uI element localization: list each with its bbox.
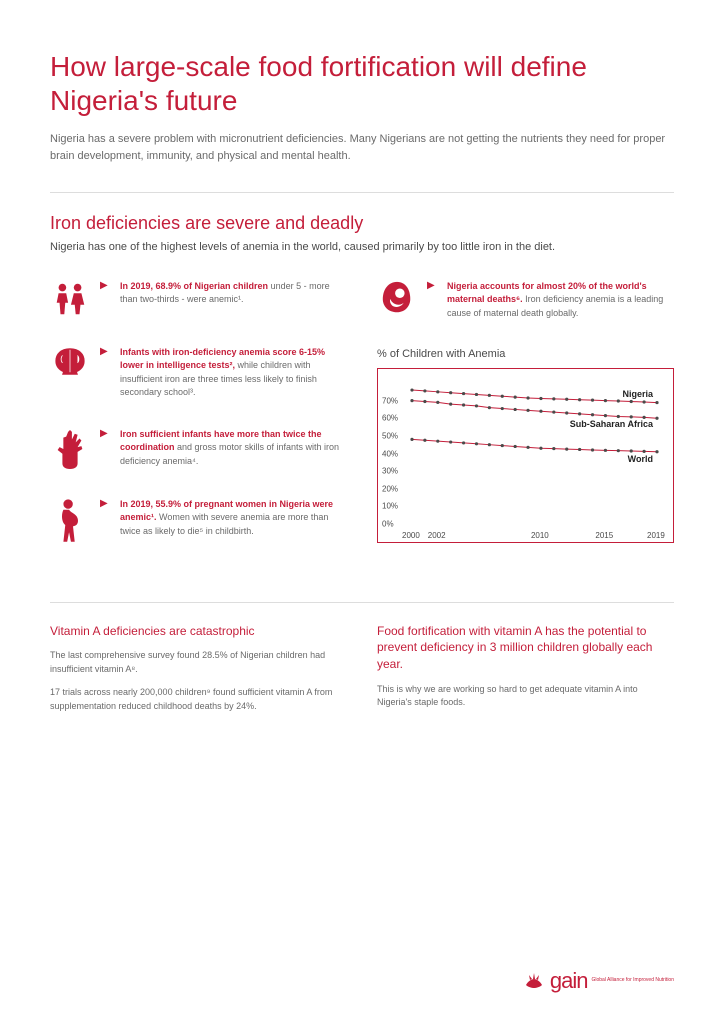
- children-icon: [50, 280, 90, 318]
- logo-icon: [522, 969, 546, 993]
- arrow-icon: ▶: [427, 280, 437, 321]
- logo-subtitle: Global Alliance for Improved Nutrition: [591, 978, 674, 984]
- section-subtitle: Nigeria has one of the highest levels of…: [50, 240, 674, 255]
- vitamin-a-p2: 17 trials across nearly 200,000 children…: [50, 686, 347, 713]
- fact-text: Nigeria accounts for almost 20% of the w…: [447, 280, 674, 321]
- divider: [50, 192, 674, 193]
- series-label: Sub-Saharan Africa: [570, 419, 653, 429]
- fact-maternal: ▶ Nigeria accounts for almost 20% of the…: [377, 280, 674, 321]
- anemia-chart: 70%60%50%40%30%20%10%0%20002002201020152…: [377, 368, 674, 543]
- arrow-icon: ▶: [100, 498, 110, 544]
- fact-intelligence: ▶ Infants with iron-deficiency anemia sc…: [50, 346, 347, 400]
- arrow-icon: ▶: [100, 428, 110, 470]
- brain-icon: [50, 346, 90, 400]
- bottom-right: Food fortification with vitamin A has th…: [377, 623, 674, 724]
- series-label: World: [628, 454, 653, 464]
- fact-pregnant: ▶ In 2019, 55.9% of pregnant women in Ni…: [50, 498, 347, 544]
- fact-coordination: ▶ Iron sufficient infants have more than…: [50, 428, 347, 470]
- logo-text: gain: [550, 968, 588, 994]
- section-title: Iron deficiencies are severe and deadly: [50, 213, 674, 234]
- fact-text: In 2019, 55.9% of pregnant women in Nige…: [120, 498, 347, 544]
- arrow-icon: ▶: [100, 280, 110, 318]
- bottom-left: Vitamin A deficiencies are catastrophic …: [50, 623, 347, 724]
- facts-columns: ▶ In 2019, 68.9% of Nigerian children un…: [50, 280, 674, 572]
- right-column: ▶ Nigeria accounts for almost 20% of the…: [377, 280, 674, 572]
- fact-text: Infants with iron-deficiency anemia scor…: [120, 346, 347, 400]
- fortification-title: Food fortification with vitamin A has th…: [377, 623, 674, 673]
- fetus-icon: [377, 280, 417, 321]
- hand-icon: [50, 428, 90, 470]
- fact-text: In 2019, 68.9% of Nigerian children unde…: [120, 280, 347, 318]
- page-title: How large-scale food fortification will …: [50, 50, 674, 117]
- vitamin-a-title: Vitamin A deficiencies are catastrophic: [50, 623, 347, 640]
- fact-children: ▶ In 2019, 68.9% of Nigerian children un…: [50, 280, 347, 318]
- gain-logo: gain Global Alliance for Improved Nutrit…: [522, 968, 674, 994]
- chart-title: % of Children with Anemia: [377, 348, 674, 360]
- series-label: Nigeria: [622, 389, 653, 399]
- left-column: ▶ In 2019, 68.9% of Nigerian children un…: [50, 280, 347, 572]
- fortification-p1: This is why we are working so hard to ge…: [377, 683, 674, 710]
- arrow-icon: ▶: [100, 346, 110, 400]
- bottom-section: Vitamin A deficiencies are catastrophic …: [50, 602, 674, 724]
- pregnant-icon: [50, 498, 90, 544]
- intro-paragraph: Nigeria has a severe problem with micron…: [50, 131, 674, 164]
- fact-text: Iron sufficient infants have more than t…: [120, 428, 347, 470]
- vitamin-a-p1: The last comprehensive survey found 28.5…: [50, 649, 347, 676]
